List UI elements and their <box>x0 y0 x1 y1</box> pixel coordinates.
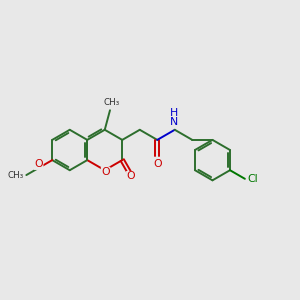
Text: O: O <box>101 167 110 177</box>
Text: O: O <box>34 159 43 170</box>
Text: O: O <box>127 172 135 182</box>
Text: Cl: Cl <box>248 174 259 184</box>
Text: CH₃: CH₃ <box>8 171 24 180</box>
Text: CH₃: CH₃ <box>103 98 119 107</box>
Text: O: O <box>153 159 162 170</box>
Text: H
N: H N <box>169 108 178 127</box>
